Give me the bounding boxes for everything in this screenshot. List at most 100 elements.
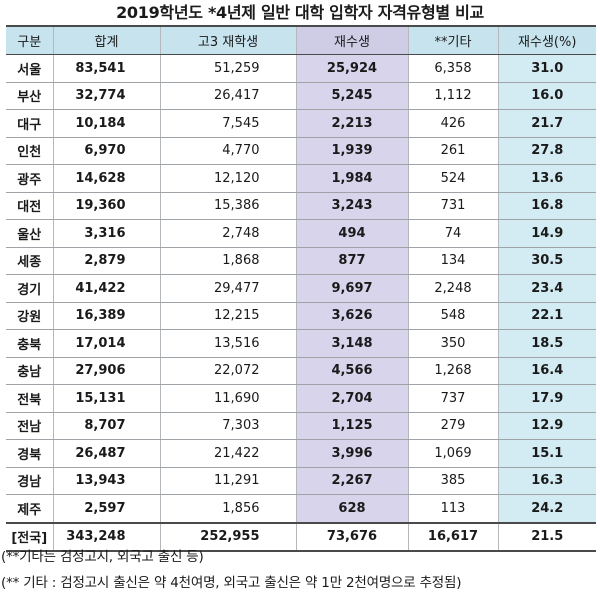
cell-region: 경기: [6, 274, 54, 303]
cell-repeat-student: 1,984: [296, 164, 409, 193]
table-row: 서울 83,541 51,259 25,924 6,358 31.0: [6, 54, 596, 83]
cell-other: 113: [408, 494, 499, 523]
header-region: 구분: [6, 25, 54, 55]
cell-repeat-ratio: 16.3: [498, 467, 596, 495]
cell-region: 서울: [6, 54, 54, 83]
cell-repeat-ratio: 16.8: [498, 192, 596, 220]
cell-highschool-senior: 15,386: [160, 192, 297, 220]
cell-other: 16,617: [408, 521, 499, 552]
cell-highschool-senior: 12,215: [160, 302, 297, 330]
cell-region: 경남: [6, 467, 54, 495]
cell-region: 충북: [6, 329, 54, 358]
cell-repeat-ratio: 31.0: [498, 54, 596, 83]
cell-total: 16,389: [53, 302, 161, 330]
cell-other: 737: [408, 384, 499, 413]
cell-region: 전북: [6, 384, 54, 413]
cell-highschool-senior: 252,955: [160, 521, 297, 552]
cell-repeat-ratio: 23.4: [498, 274, 596, 303]
cell-repeat-student: 877: [296, 247, 409, 275]
cell-repeat-student: 3,148: [296, 329, 409, 358]
table-row: 부산 32,774 26,417 5,245 1,112 16.0: [6, 82, 596, 110]
cell-repeat-student: 2,213: [296, 109, 409, 138]
cell-repeat-student: 494: [296, 219, 409, 248]
cell-other: 1,112: [408, 82, 499, 110]
cell-highschool-senior: 7,545: [160, 109, 297, 138]
table-row: 전북 15,131 11,690 2,704 737 17.9: [6, 384, 596, 413]
table-body: 서울 83,541 51,259 25,924 6,358 31.0 부산 32,774 26,…: [6, 54, 596, 552]
cell-repeat-ratio: 12.9: [498, 412, 596, 440]
cell-repeat-student: 73,676: [296, 521, 409, 552]
cell-repeat-ratio: 16.0: [498, 82, 596, 110]
cell-repeat-student: 2,704: [296, 384, 409, 413]
cell-repeat-student: 5,245: [296, 82, 409, 110]
page-title: 2019학년도 *4년제 일반 대학 입학자 자격유형별 비교: [116, 3, 484, 22]
cell-repeat-ratio: 13.6: [498, 164, 596, 193]
table-row: 대전 19,360 15,386 3,243 731 16.8: [6, 192, 596, 220]
table-row: 광주 14,628 12,120 1,984 524 13.6: [6, 164, 596, 193]
cell-total: 19,360: [53, 192, 161, 220]
cell-region: 울산: [6, 219, 54, 248]
cell-repeat-ratio: 27.8: [498, 137, 596, 165]
cell-repeat-student: 25,924: [296, 54, 409, 83]
cell-highschool-senior: 12,120: [160, 164, 297, 193]
table-summary-row: [전국] 343,248 252,955 73,676 16,617 21.5: [6, 521, 596, 552]
cell-other: 2,248: [408, 274, 499, 303]
cell-other: 1,069: [408, 439, 499, 468]
cell-total: 83,541: [53, 54, 161, 83]
header-other: **기타: [408, 25, 499, 55]
cell-total: 13,943: [53, 467, 161, 495]
cell-other: 6,358: [408, 54, 499, 83]
table-row: 세종 2,879 1,868 877 134 30.5: [6, 247, 596, 275]
cell-region: 전남: [6, 412, 54, 440]
cell-region: 강원: [6, 302, 54, 330]
footnote-other-estimate: (** 기타 : 검정고시 출신은 약 4천여명, 외국고 출신은 약 1만 2…: [1, 575, 462, 591]
cell-other: 350: [408, 329, 499, 358]
table-header-row: 구분 합계 고3 재학생 재수생 **기타 재수생(%): [6, 25, 596, 55]
cell-other: 524: [408, 164, 499, 193]
cell-other: 279: [408, 412, 499, 440]
cell-other: 731: [408, 192, 499, 220]
cell-repeat-student: 628: [296, 494, 409, 523]
cell-repeat-ratio: 14.9: [498, 219, 596, 248]
cell-highschool-senior: 11,690: [160, 384, 297, 413]
cell-repeat-student: 4,566: [296, 357, 409, 385]
cell-total: 2,597: [53, 494, 161, 523]
cell-highschool-senior: 22,072: [160, 357, 297, 385]
cell-total: 27,906: [53, 357, 161, 385]
cell-other: 134: [408, 247, 499, 275]
cell-highschool-senior: 26,417: [160, 82, 297, 110]
cell-repeat-ratio: 15.1: [498, 439, 596, 468]
cell-repeat-student: 9,697: [296, 274, 409, 303]
admission-comparison-table: 구분 합계 고3 재학생 재수생 **기타 재수생(%) 서울 83,541 51,…: [6, 25, 596, 552]
cell-total: 8,707: [53, 412, 161, 440]
cell-repeat-student: 3,243: [296, 192, 409, 220]
footnote-other-definition: (**기타는 검정고시, 외국고 출신 등): [1, 549, 204, 565]
cell-repeat-ratio: 18.5: [498, 329, 596, 358]
cell-highschool-senior: 2,748: [160, 219, 297, 248]
cell-region: 부산: [6, 82, 54, 110]
cell-highschool-senior: 29,477: [160, 274, 297, 303]
cell-other: 548: [408, 302, 499, 330]
cell-repeat-student: 3,996: [296, 439, 409, 468]
cell-total: 3,316: [53, 219, 161, 248]
cell-total: 6,970: [53, 137, 161, 165]
cell-repeat-student: 1,125: [296, 412, 409, 440]
table-row: 경남 13,943 11,291 2,267 385 16.3: [6, 467, 596, 495]
cell-region: 제주: [6, 494, 54, 523]
cell-total: 41,422: [53, 274, 161, 303]
cell-repeat-ratio: 24.2: [498, 494, 596, 523]
cell-other: 261: [408, 137, 499, 165]
table-row: 강원 16,389 12,215 3,626 548 22.1: [6, 302, 596, 330]
cell-repeat-student: 3,626: [296, 302, 409, 330]
cell-highschool-senior: 51,259: [160, 54, 297, 83]
header-highschool-senior: 고3 재학생: [160, 25, 297, 55]
header-total: 합계: [53, 25, 161, 55]
cell-repeat-ratio: 21.5: [498, 521, 596, 552]
header-repeat-student: 재수생: [296, 25, 409, 55]
cell-repeat-ratio: 22.1: [498, 302, 596, 330]
table-row: 대구 10,184 7,545 2,213 426 21.7: [6, 109, 596, 138]
table-row: 전남 8,707 7,303 1,125 279 12.9: [6, 412, 596, 440]
table-row: 충남 27,906 22,072 4,566 1,268 16.4: [6, 357, 596, 385]
table-row: 충북 17,014 13,516 3,148 350 18.5: [6, 329, 596, 358]
cell-repeat-ratio: 30.5: [498, 247, 596, 275]
